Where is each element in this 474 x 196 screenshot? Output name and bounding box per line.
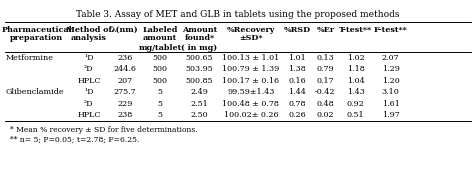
Text: Method of: Method of [66, 25, 112, 34]
Text: 0.02: 0.02 [317, 111, 334, 119]
Text: Pharmaceutical: Pharmaceutical [1, 25, 72, 34]
Text: ²D: ²D [84, 100, 94, 108]
Text: ¹D: ¹D [84, 54, 94, 62]
Text: 0.51: 0.51 [347, 111, 365, 119]
Text: 99.59±1.43: 99.59±1.43 [227, 88, 274, 96]
Text: 1.18: 1.18 [347, 65, 365, 73]
Text: 100.02± 0.26: 100.02± 0.26 [224, 111, 278, 119]
Text: Table 3. Assay of MET and GLB in tablets using the proposed methods: Table 3. Assay of MET and GLB in tablets… [76, 10, 400, 19]
Text: 3.10: 3.10 [382, 88, 400, 96]
Text: 100.13 ± 1.01: 100.13 ± 1.01 [222, 54, 280, 62]
Text: 0.92: 0.92 [347, 100, 365, 108]
Text: 2.07: 2.07 [382, 54, 400, 62]
Text: 2.49: 2.49 [191, 88, 209, 96]
Text: 5: 5 [157, 88, 163, 96]
Text: 0.48: 0.48 [317, 100, 334, 108]
Text: ±SD*: ±SD* [239, 34, 263, 43]
Text: 0.17: 0.17 [317, 77, 334, 85]
Text: 1.01: 1.01 [289, 54, 306, 62]
Text: analysis: analysis [71, 34, 107, 43]
Text: λ(nm): λ(nm) [111, 25, 139, 34]
Text: 0.26: 0.26 [289, 111, 306, 119]
Text: 100.17 ± 0.16: 100.17 ± 0.16 [222, 77, 279, 85]
Text: 1.97: 1.97 [382, 111, 400, 119]
Text: ** n= 5; P=0.05; t=2.78; F=6.25.: ** n= 5; P=0.05; t=2.78; F=6.25. [10, 136, 139, 144]
Text: F-test**: F-test** [374, 25, 408, 34]
Text: 100.79 ± 1.39: 100.79 ± 1.39 [222, 65, 280, 73]
Text: 236: 236 [117, 54, 133, 62]
Text: 2.51: 2.51 [191, 100, 209, 108]
Text: 0.13: 0.13 [317, 54, 334, 62]
Text: 500: 500 [153, 77, 167, 85]
Text: amount: amount [143, 34, 177, 43]
Text: 0.79: 0.79 [317, 65, 334, 73]
Text: HPLC: HPLC [77, 111, 100, 119]
Text: Metformine: Metformine [6, 54, 54, 62]
Text: Glibenclamide: Glibenclamide [6, 88, 64, 96]
Text: ²D: ²D [84, 65, 94, 73]
Text: 500.65: 500.65 [186, 54, 213, 62]
Text: T-test**: T-test** [339, 25, 372, 34]
Text: preparation: preparation [10, 34, 63, 43]
Text: 1.04: 1.04 [347, 77, 365, 85]
Text: Labeled: Labeled [142, 25, 178, 34]
Text: Amount: Amount [182, 25, 217, 34]
Text: 207: 207 [118, 77, 133, 85]
Text: 275.7: 275.7 [114, 88, 137, 96]
Text: 1.20: 1.20 [382, 77, 400, 85]
Text: ( in mg): ( in mg) [182, 44, 218, 52]
Text: 0.78: 0.78 [289, 100, 306, 108]
Text: %Er: %Er [316, 25, 335, 34]
Text: ¹D: ¹D [84, 88, 94, 96]
Text: 503.95: 503.95 [186, 65, 213, 73]
Text: 229: 229 [117, 100, 133, 108]
Text: 500: 500 [153, 54, 167, 62]
Text: 244.6: 244.6 [113, 65, 137, 73]
Text: found*: found* [184, 34, 215, 43]
Text: 5: 5 [157, 100, 163, 108]
Text: 1.44: 1.44 [289, 88, 306, 96]
Text: %Recovery: %Recovery [227, 25, 275, 34]
Text: 500: 500 [153, 65, 167, 73]
Text: 1.02: 1.02 [347, 54, 365, 62]
Text: -0.42: -0.42 [315, 88, 336, 96]
Text: 500.85: 500.85 [186, 77, 213, 85]
Text: HPLC: HPLC [77, 77, 100, 85]
Text: 0.16: 0.16 [289, 77, 306, 85]
Text: 1.43: 1.43 [346, 88, 365, 96]
Text: 1.38: 1.38 [289, 65, 306, 73]
Text: mg/tablet: mg/tablet [138, 44, 182, 52]
Text: %RSD: %RSD [284, 25, 311, 34]
Text: 5: 5 [157, 111, 163, 119]
Text: * Mean % recovery ± SD for five determinations.: * Mean % recovery ± SD for five determin… [10, 126, 198, 134]
Text: 1.61: 1.61 [382, 100, 400, 108]
Text: 100.48 ± 0.78: 100.48 ± 0.78 [222, 100, 279, 108]
Text: 238: 238 [118, 111, 133, 119]
Text: 1.29: 1.29 [382, 65, 400, 73]
Text: 2.50: 2.50 [191, 111, 209, 119]
